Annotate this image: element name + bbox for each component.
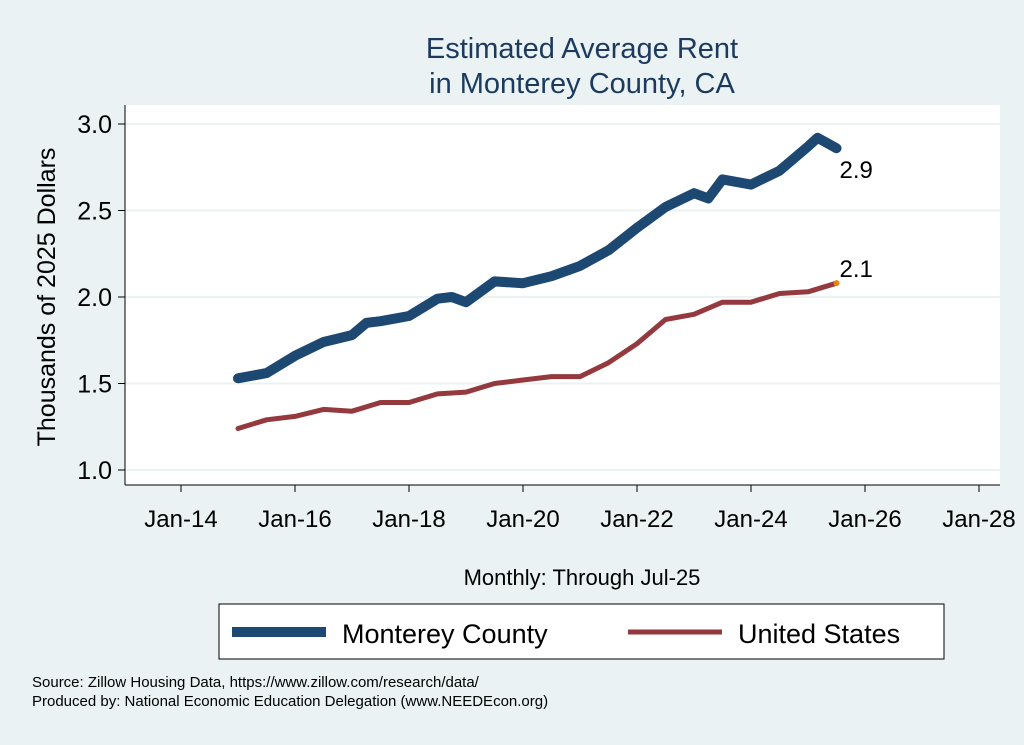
series-line-monterey [233, 132, 842, 384]
x-axis-label: Monthly: Through Jul-25 [464, 565, 701, 590]
legend-label-us: United States [738, 619, 900, 649]
chart-title-line-2: in Monterey County, CA [429, 68, 735, 100]
end-marker [833, 280, 840, 287]
producer-note: Produced by: National Economic Education… [32, 693, 549, 710]
legend-label-monterey: Monterey County [342, 619, 548, 649]
x-tick-label: Jan-22 [600, 506, 673, 533]
end-value-label: 2.1 [840, 256, 873, 283]
x-tick-label: Jan-18 [372, 506, 445, 533]
y-axis-label: Thousands of 2025 Dollars [33, 148, 61, 447]
x-tick-label: Jan-26 [828, 506, 901, 533]
series-line-us [235, 280, 839, 431]
source-note: Source: Zillow Housing Data, https://www… [32, 674, 479, 691]
x-tick-label: Jan-24 [714, 506, 787, 533]
legend: Monterey County United States [218, 603, 945, 660]
x-tick-label: Jan-28 [942, 506, 1015, 533]
x-tick-label: Jan-16 [258, 506, 331, 533]
y-tick-label: 2.0 [77, 284, 112, 312]
y-tick-label: 1.0 [77, 457, 112, 485]
y-tick-label: 3.0 [77, 111, 112, 139]
chart-title-line-1: Estimated Average Rent [426, 33, 738, 65]
end-value-label: 2.9 [840, 157, 873, 184]
x-tick-label: Jan-20 [486, 506, 559, 533]
y-tick-label: 1.5 [77, 371, 112, 399]
x-tick-label: Jan-14 [144, 506, 217, 533]
y-tick-label: 2.5 [77, 198, 112, 226]
